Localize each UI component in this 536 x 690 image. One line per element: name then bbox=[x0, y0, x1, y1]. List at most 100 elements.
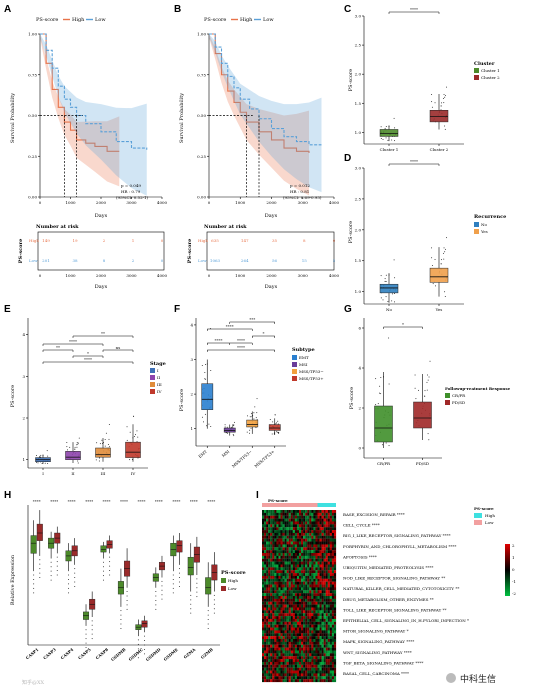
heat-cell bbox=[303, 610, 306, 614]
heat-cell bbox=[301, 653, 304, 657]
heat-cell bbox=[321, 656, 324, 660]
heat-cell bbox=[292, 653, 295, 657]
heat-cell bbox=[331, 656, 335, 660]
outlier-point bbox=[39, 563, 41, 565]
heat-cell bbox=[264, 532, 267, 536]
heat-cell bbox=[327, 541, 330, 545]
data-point bbox=[414, 374, 416, 376]
risk-row-low-b: Low bbox=[198, 258, 207, 263]
heat-cell bbox=[270, 532, 273, 536]
data-point bbox=[388, 383, 390, 385]
heat-cell bbox=[264, 601, 267, 605]
heat-cell bbox=[301, 555, 304, 559]
outlier-point bbox=[126, 591, 128, 593]
data-point bbox=[255, 427, 257, 429]
x-tick-label: CASP1 bbox=[25, 647, 40, 661]
heat-cell bbox=[299, 524, 302, 528]
heat-cell bbox=[278, 601, 281, 605]
heat-cell bbox=[274, 618, 277, 622]
heat-cell bbox=[309, 670, 312, 674]
signif-label: **** bbox=[237, 338, 245, 343]
heat-cell bbox=[309, 661, 312, 665]
heat-cell bbox=[294, 661, 298, 665]
heat-cell bbox=[329, 676, 332, 680]
heat-cell bbox=[329, 561, 332, 565]
signif-bracket bbox=[42, 349, 74, 352]
signif-label: **** bbox=[237, 345, 245, 350]
outlier-point bbox=[161, 580, 163, 582]
legend-swatch-stage bbox=[150, 375, 155, 380]
heat-cell bbox=[274, 535, 277, 539]
heat-cell bbox=[331, 627, 335, 631]
heat-cell bbox=[307, 610, 310, 614]
heat-cell bbox=[278, 535, 281, 539]
heat-cell bbox=[262, 667, 265, 671]
heat-cell bbox=[333, 630, 337, 634]
heat-cell bbox=[282, 673, 285, 677]
heat-cell bbox=[331, 633, 335, 637]
legend-title-d: Recurrence bbox=[474, 214, 506, 220]
heat-cell bbox=[270, 561, 273, 565]
heat-cell bbox=[280, 630, 283, 634]
heat-cell bbox=[325, 567, 328, 571]
heat-cell bbox=[262, 553, 265, 556]
watermark-left: 知乎@XX bbox=[22, 679, 45, 686]
heat-cell bbox=[319, 598, 322, 602]
data-point bbox=[134, 434, 136, 436]
heat-cell bbox=[278, 561, 281, 565]
heat-cell bbox=[278, 664, 281, 668]
heat-cell bbox=[315, 659, 318, 663]
heat-cell bbox=[284, 538, 287, 542]
heat-cell bbox=[262, 524, 265, 528]
heat-cell bbox=[294, 598, 298, 602]
heat-cell bbox=[292, 647, 295, 651]
x-tick-label: 0 bbox=[39, 200, 42, 205]
heat-cell bbox=[294, 627, 298, 631]
risk-value: 147 bbox=[241, 238, 249, 243]
heat-cell bbox=[307, 673, 310, 677]
risk-value: 1 bbox=[132, 238, 135, 243]
heat-cell bbox=[294, 558, 298, 562]
heat-cell bbox=[301, 538, 304, 542]
legend-no: No bbox=[481, 222, 488, 227]
outlier-point bbox=[68, 592, 70, 594]
heat-cell bbox=[299, 676, 302, 680]
heat-cell bbox=[303, 544, 306, 548]
heat-cell bbox=[331, 590, 335, 594]
heat-cell bbox=[321, 518, 324, 522]
heat-cell bbox=[309, 601, 312, 605]
data-point bbox=[414, 387, 416, 389]
heat-cell bbox=[309, 558, 312, 562]
heat-cell bbox=[325, 553, 328, 556]
heat-cell bbox=[301, 644, 304, 648]
heat-cell bbox=[282, 624, 285, 628]
heat-cell bbox=[301, 664, 304, 668]
heat-cell bbox=[317, 610, 320, 614]
heat-cell bbox=[290, 644, 293, 648]
heat-cell bbox=[264, 535, 267, 539]
heat-cell bbox=[262, 670, 265, 674]
risk-value: 19 bbox=[72, 238, 78, 243]
box-1 bbox=[429, 110, 449, 123]
heat-cell bbox=[264, 544, 267, 548]
data-point bbox=[426, 381, 428, 383]
x-axis-label-a: Days bbox=[95, 213, 108, 219]
heat-cell bbox=[284, 664, 287, 668]
heat-cell bbox=[303, 512, 306, 516]
heat-cell bbox=[262, 630, 265, 634]
heat-cell bbox=[327, 644, 330, 648]
heat-cell bbox=[294, 679, 298, 683]
heat-cell bbox=[280, 575, 283, 579]
data-point bbox=[254, 406, 256, 408]
heat-cell bbox=[299, 553, 302, 556]
boxplot-d: 1.01.52.02.53.0No Yes**** bbox=[355, 159, 464, 312]
heat-cell bbox=[288, 587, 291, 591]
heat-cell bbox=[323, 587, 326, 591]
heat-cell bbox=[311, 555, 314, 559]
heat-cell bbox=[299, 518, 302, 522]
heat-cell bbox=[333, 527, 337, 531]
heat-cell bbox=[280, 550, 283, 554]
heat-cell bbox=[307, 558, 310, 562]
heat-cell bbox=[325, 618, 328, 622]
heat-cell bbox=[319, 661, 322, 665]
